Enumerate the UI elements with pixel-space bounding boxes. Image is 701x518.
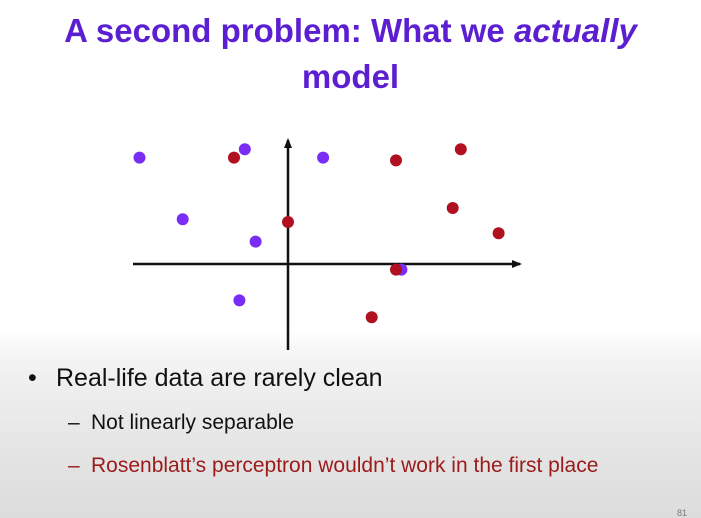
sub-bullet-dash: – <box>68 454 80 477</box>
sub-bullet-2: – Rosenblatt’s perceptron wouldn’t work i… <box>68 451 688 480</box>
point-series-1-5 <box>249 235 262 248</box>
point-series-2-4 <box>446 202 459 214</box>
point-series-1-7 <box>233 294 246 307</box>
point-series-2-3 <box>454 143 467 156</box>
slide-title: A second problem: What we actually model <box>0 8 701 100</box>
point-series-2-1 <box>228 151 240 164</box>
point-series-2-7 <box>390 263 402 276</box>
title-text-pre: A second problem: What we <box>64 12 514 49</box>
sub-bullet-2-text: Rosenblatt’s perceptron wouldn’t work in… <box>91 454 599 477</box>
point-series-1-2 <box>238 143 251 156</box>
sub-bullet-1: – Not linearly separable <box>68 408 688 437</box>
bullet-main-text: Real-life data are rarely clean <box>56 364 383 392</box>
point-series-2-8 <box>365 311 378 324</box>
title-emphasis: actually <box>513 12 637 49</box>
point-series-2-5 <box>492 227 505 240</box>
point-series-1-1 <box>133 151 146 164</box>
sub-bullet-dash: – <box>68 411 80 434</box>
point-series-2-6 <box>282 216 294 228</box>
page-number: 81 <box>676 508 687 518</box>
bullet-main: • Real-life data are rarely clean <box>28 364 383 393</box>
data-points <box>133 143 505 324</box>
bullet-dot: • <box>28 364 37 392</box>
title-text-post: model <box>301 58 400 95</box>
point-series-2-2 <box>390 154 402 167</box>
sub-bullet-1-text: Not linearly separable <box>91 411 295 434</box>
point-series-1-3 <box>317 151 330 164</box>
point-series-1-4 <box>176 213 189 226</box>
